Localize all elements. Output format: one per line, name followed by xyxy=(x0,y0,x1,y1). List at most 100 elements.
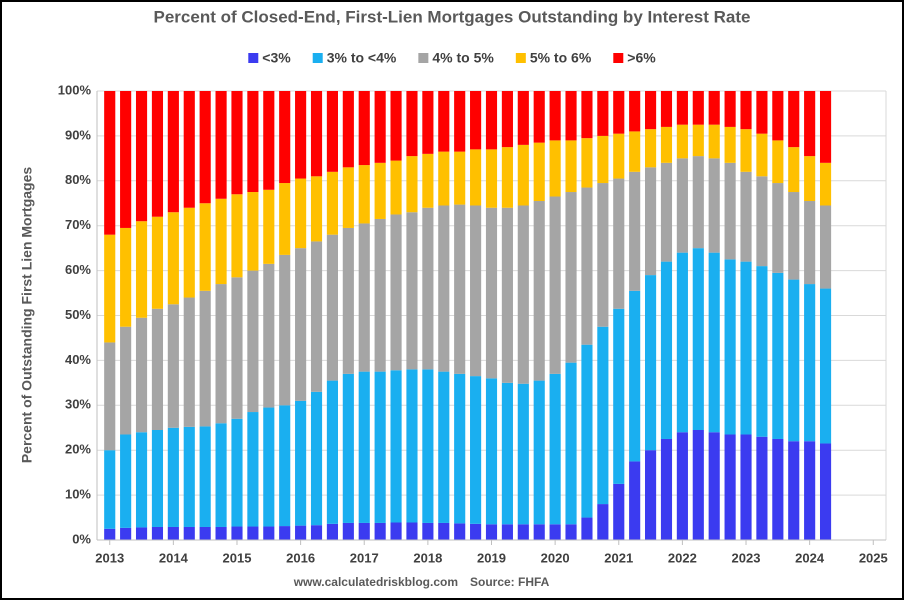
bar-segment xyxy=(167,526,179,540)
bar-segment xyxy=(597,183,609,327)
y-tick-label: 20% xyxy=(65,442,91,457)
y-tick-label: 90% xyxy=(65,127,91,142)
bar-segment xyxy=(406,212,418,370)
bar-segment xyxy=(470,376,482,524)
bar-segment xyxy=(358,522,370,540)
bar-segment xyxy=(183,426,195,527)
bar-segment xyxy=(629,131,641,172)
bar-segment xyxy=(724,434,736,540)
bar-segment xyxy=(310,91,323,177)
bar-segment xyxy=(374,522,386,540)
bar-segment xyxy=(788,279,800,442)
bar-segment xyxy=(104,450,116,529)
bar-segment xyxy=(326,234,338,381)
bar-segment xyxy=(358,91,370,166)
bar-segment xyxy=(645,167,657,276)
bar-segment xyxy=(295,91,307,179)
bar-segment xyxy=(597,135,609,184)
bar-segment xyxy=(120,527,132,540)
bar-segment xyxy=(676,91,688,125)
bar-segment xyxy=(613,91,625,134)
bar-segment xyxy=(517,205,529,384)
bar-segment xyxy=(342,522,354,540)
bar-segment xyxy=(120,227,132,327)
bar-segment xyxy=(247,526,259,540)
bar-segment xyxy=(247,91,259,193)
bar-segment xyxy=(438,91,450,152)
bar-segment xyxy=(374,162,386,219)
bar-segment xyxy=(215,526,227,540)
bar-segment xyxy=(247,270,259,413)
bar-segment xyxy=(597,326,609,505)
bar-segment xyxy=(708,91,720,125)
bar-segment xyxy=(279,405,291,527)
bar-segment xyxy=(485,91,498,150)
bar-segment xyxy=(485,149,498,208)
bar-segment xyxy=(708,124,720,159)
bar-segment xyxy=(183,297,195,427)
bar-segment xyxy=(183,91,195,208)
bar-segment xyxy=(517,144,529,206)
bar-segment xyxy=(724,126,736,163)
bar-segment xyxy=(485,524,498,540)
bar-segment xyxy=(549,196,561,374)
x-tick-label: 2022 xyxy=(668,550,697,565)
bar-segment xyxy=(565,91,577,141)
bar-segment xyxy=(613,133,625,179)
bar-segment xyxy=(565,524,577,540)
bar-segment xyxy=(756,91,768,134)
bar-segment xyxy=(215,198,227,285)
bar-segment xyxy=(374,218,386,372)
bar-segment xyxy=(470,149,482,206)
bar-segment xyxy=(565,362,577,525)
bar-segment xyxy=(645,275,657,451)
bar-segment xyxy=(788,147,800,193)
bar-segment xyxy=(485,207,498,379)
bar-segment xyxy=(740,91,752,130)
bar-segment xyxy=(788,441,800,540)
bar-segment xyxy=(326,171,338,235)
bar-segment xyxy=(279,526,291,540)
bar-segment xyxy=(533,91,545,143)
legend-label: >6% xyxy=(627,50,656,66)
bar-segment xyxy=(660,91,673,127)
bar-segment xyxy=(740,434,752,540)
bar-segment xyxy=(120,91,132,228)
x-tick-label: 2013 xyxy=(95,550,124,565)
bar-segment xyxy=(199,203,211,291)
bar-segment xyxy=(676,432,688,540)
x-tick-label: 2016 xyxy=(286,550,315,565)
legend-swatch xyxy=(515,53,526,63)
bar-segment xyxy=(788,192,800,280)
bar-segment xyxy=(438,522,450,540)
bar-segment xyxy=(151,308,164,430)
bar-segment xyxy=(454,523,466,540)
legend-swatch xyxy=(613,53,624,63)
bar-segment xyxy=(199,426,211,527)
bar-segment xyxy=(501,207,513,383)
footer-source: Source: FHFA xyxy=(470,575,550,589)
bar-segment xyxy=(549,91,561,141)
bar-segment xyxy=(231,277,243,419)
bar-segment xyxy=(629,461,641,540)
bar-segment xyxy=(279,91,291,184)
bar-segment xyxy=(788,91,800,148)
bar-segment xyxy=(533,142,545,202)
x-tick-label: 2015 xyxy=(223,550,252,565)
bar-segment xyxy=(692,248,704,430)
bar-segment xyxy=(645,91,657,130)
bar-segment xyxy=(422,91,434,154)
bar-segment xyxy=(772,140,784,184)
bar-segment xyxy=(215,284,227,424)
legend-label: 5% to 6% xyxy=(530,50,592,66)
y-tick-label: 80% xyxy=(65,172,91,187)
x-tick-label: 2023 xyxy=(732,550,761,565)
y-tick-label: 40% xyxy=(65,352,91,367)
bar-segment xyxy=(660,261,673,439)
bar-segment xyxy=(135,432,148,528)
bar-segment xyxy=(692,156,704,249)
bar-segment xyxy=(135,317,148,433)
